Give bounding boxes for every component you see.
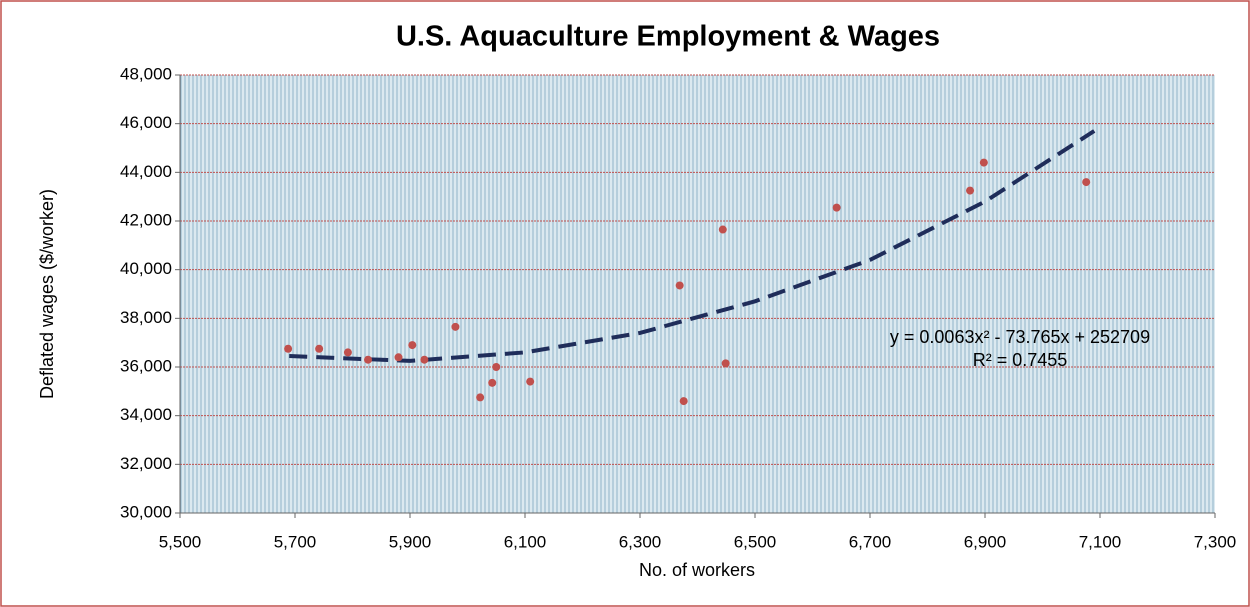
point	[451, 322, 460, 331]
point	[526, 377, 535, 386]
point	[343, 348, 352, 357]
x-tick-label: 5,700	[274, 532, 317, 551]
x-tick-label: 6,500	[734, 532, 777, 551]
point	[420, 355, 429, 364]
y-axis-title: Deflated wages ($/worker)	[37, 189, 57, 399]
plot-area	[180, 75, 1215, 513]
y-tick-label: 38,000	[120, 308, 172, 327]
x-tick-label: 6,300	[619, 532, 662, 551]
y-tick-label: 36,000	[120, 356, 172, 375]
point	[364, 355, 373, 364]
x-tick-label: 7,100	[1079, 532, 1122, 551]
y-tick-label: 44,000	[120, 162, 172, 181]
point	[721, 359, 730, 368]
x-tick-label: 6,700	[849, 532, 892, 551]
point	[1082, 178, 1091, 187]
y-tick-label: 46,000	[120, 113, 172, 132]
trendline	[289, 129, 1096, 363]
point	[966, 186, 975, 195]
y-tick-label: 48,000	[120, 64, 172, 83]
point	[488, 378, 497, 387]
point	[492, 363, 501, 371]
x-tick-label: 7,300	[1194, 532, 1237, 551]
y-tick-label: 32,000	[120, 454, 172, 473]
point	[832, 203, 841, 212]
point	[408, 341, 417, 350]
y-tick-label: 34,000	[120, 405, 172, 424]
point	[718, 225, 727, 234]
point	[394, 353, 403, 362]
x-tick-label: 6,100	[504, 532, 547, 551]
point	[476, 393, 485, 402]
x-axis-title: No. of workers	[639, 560, 755, 580]
point	[315, 344, 324, 353]
y-tick-label: 42,000	[120, 210, 172, 229]
point	[284, 344, 293, 353]
trend-equation: y = 0.0063x² - 73.765x + 252709	[890, 327, 1150, 347]
point	[679, 397, 688, 406]
x-tick-label: 5,900	[389, 532, 432, 551]
point	[979, 158, 988, 167]
x-tick-label: 5,500	[159, 532, 202, 551]
point	[675, 281, 684, 290]
x-tick-label: 6,900	[964, 532, 1007, 551]
chart-title: U.S. Aquaculture Employment & Wages	[396, 21, 940, 53]
y-tick-label: 30,000	[120, 502, 172, 521]
y-tick-label: 40,000	[120, 259, 172, 278]
r-squared: R² = 0.7455	[973, 350, 1068, 370]
